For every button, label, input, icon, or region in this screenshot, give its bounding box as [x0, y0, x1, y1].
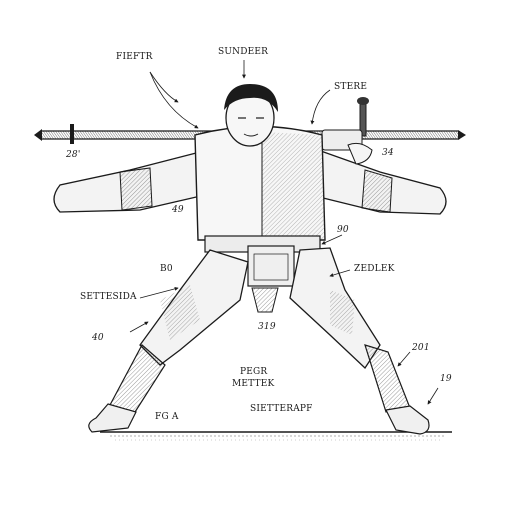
right-leg: [289, 247, 430, 435]
label-b0: B0: [160, 264, 173, 274]
label-19: 19: [440, 374, 452, 384]
label-sietterapf: SIETTERAPF: [250, 404, 313, 414]
label-fga: FG A: [155, 412, 179, 422]
label-201: 201: [412, 343, 430, 353]
label-34: 34: [382, 148, 394, 158]
belt-pouch: [204, 235, 321, 313]
left-arm: [53, 151, 206, 213]
label-pegr: PEGR: [240, 367, 268, 377]
label-40: 40: [92, 333, 104, 343]
right-arm: [314, 142, 447, 215]
label-sundeer: SUNDEER: [218, 47, 269, 57]
label-90: 90: [337, 225, 349, 235]
label-zedlek: ZEDLEK: [354, 264, 395, 274]
label-28: 28': [66, 150, 81, 160]
label-fieftr: FIEFTR: [116, 52, 153, 62]
left-leg: [88, 249, 249, 433]
head: [224, 84, 278, 147]
label-mettek: METTEK: [232, 379, 275, 389]
label-settesida: SETTESIDA: [80, 292, 137, 302]
label-stere: STERE: [334, 82, 368, 92]
ground-line: [100, 431, 452, 441]
leader-lines: [129, 60, 439, 405]
label-49: 49: [172, 205, 184, 215]
torso-doublet: [194, 125, 326, 241]
label-319: 319: [258, 322, 276, 332]
